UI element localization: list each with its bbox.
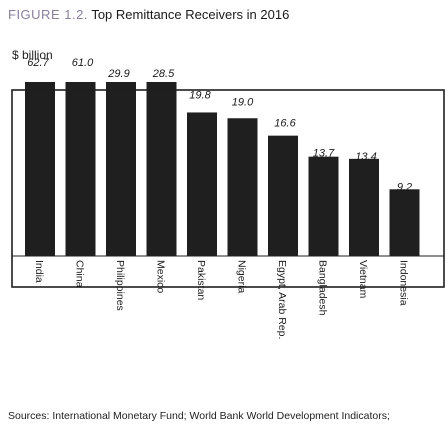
figure-title-text: Top Remittance Receivers in 2016	[91, 7, 290, 22]
category-label: Indonesia	[398, 260, 410, 306]
bar-indonesia	[389, 189, 420, 256]
category-label: Egypt, Arab Rep.	[276, 260, 288, 339]
bar-value-label: 29.9	[107, 68, 129, 80]
bar-egypt-arab-rep	[268, 135, 298, 256]
category-label: China	[74, 260, 86, 288]
bars-layer	[12, 82, 444, 257]
category-label: Philippines	[114, 260, 126, 311]
category-label: Pakistan	[195, 260, 207, 300]
bar-vietnam	[349, 158, 379, 256]
bar-value-label: 9.2	[397, 181, 412, 193]
bar-mexico	[146, 82, 177, 256]
bar-nigeria	[227, 118, 258, 256]
bar-pakistan	[187, 112, 217, 256]
bar-philippines	[106, 82, 136, 256]
bar-value-label: 61.0	[72, 57, 94, 69]
bar-value-label: 62.7	[27, 57, 49, 69]
bar-value-label: 19.8	[189, 89, 211, 101]
category-label: Nigeria	[236, 260, 248, 293]
category-label: Mexico	[155, 260, 167, 293]
bar-value-label: 16.6	[274, 118, 296, 130]
bar-value-label: 13.4	[355, 151, 376, 163]
category-label: Vietnam	[357, 260, 369, 299]
bar-value-label: 28.5	[152, 68, 175, 80]
plot-frame	[11, 89, 445, 288]
figure-title: FIGURE 1.2. Top Remittance Receivers in …	[8, 7, 289, 22]
bar-india	[25, 82, 55, 256]
source-note: Sources: International Monetary Fund; Wo…	[8, 410, 390, 422]
category-label: Bangladesh	[317, 260, 329, 316]
labels-layer: India China Philippines Mexico 19.8 Pakistan 1…	[33, 89, 412, 339]
bar-bangladesh	[308, 156, 339, 256]
bar-china	[65, 82, 96, 256]
bar-value-label: 13.7	[313, 148, 335, 160]
bar-value-label: 19.0	[232, 96, 254, 108]
figure-number: FIGURE 1.2.	[8, 7, 88, 22]
y-unit-label: $ billion	[12, 48, 53, 62]
category-label: India	[33, 260, 45, 283]
